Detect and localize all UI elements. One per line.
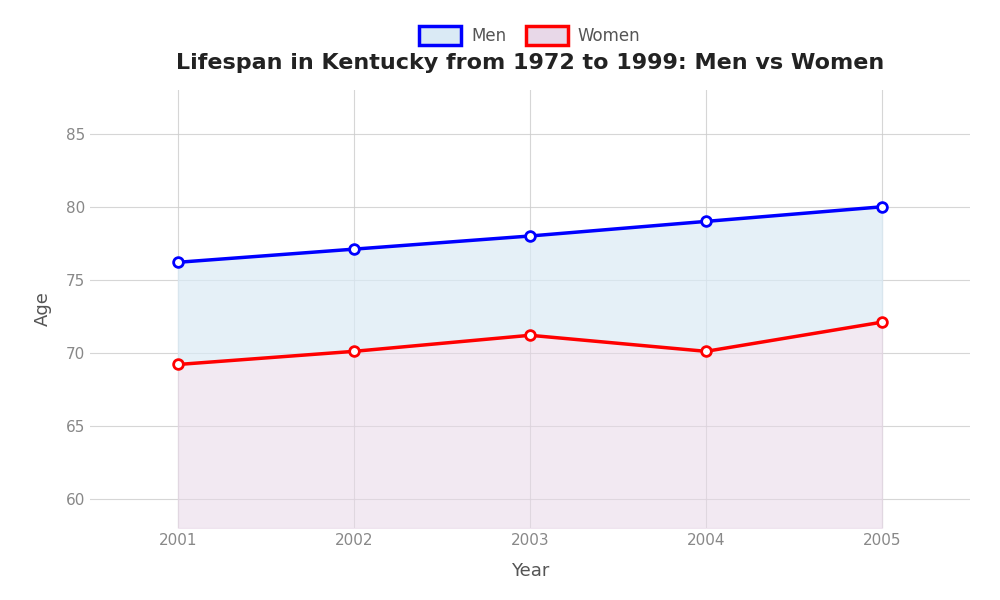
- X-axis label: Year: Year: [511, 562, 549, 580]
- Legend: Men, Women: Men, Women: [413, 19, 647, 52]
- Title: Lifespan in Kentucky from 1972 to 1999: Men vs Women: Lifespan in Kentucky from 1972 to 1999: …: [176, 53, 884, 73]
- Y-axis label: Age: Age: [34, 292, 52, 326]
